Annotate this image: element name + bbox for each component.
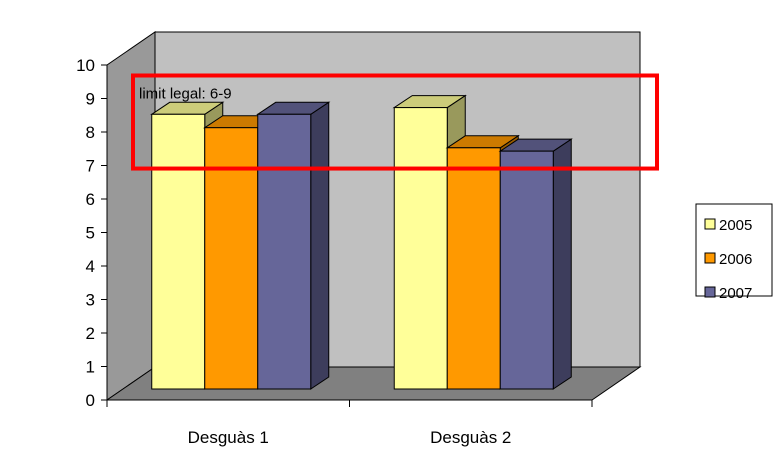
legend-label-2006: 2006 xyxy=(719,251,752,268)
y-tick-label: 4 xyxy=(86,257,95,276)
y-tick-label: 9 xyxy=(86,90,95,109)
bars xyxy=(150,94,573,390)
legend-label-2007: 2007 xyxy=(719,285,752,302)
bar-2006-1 xyxy=(204,127,259,390)
legend-swatch-2006 xyxy=(704,252,716,264)
y-tick-label: 2 xyxy=(86,324,95,343)
legend-swatch-2005 xyxy=(704,218,716,230)
x-axis: Desguàs 1 Desguàs 2 xyxy=(106,399,593,447)
y-tick-label: 3 xyxy=(86,291,95,310)
limit-text: limit legal: 6-9 xyxy=(139,86,232,103)
y-axis: 0 1 2 3 4 5 6 7 8 9 10 xyxy=(76,56,108,410)
legend-label-2005: 2005 xyxy=(719,217,752,234)
x-tick-label: Desguàs 2 xyxy=(430,428,511,447)
bar-2005-2 xyxy=(393,107,448,390)
bar-side-2007-2 xyxy=(552,138,572,390)
bar-2007-2 xyxy=(499,150,554,390)
legend: 2005 2006 2007 xyxy=(695,203,773,302)
y-tick-label: 0 xyxy=(86,391,95,410)
x-tick-label: Desguàs 1 xyxy=(188,428,269,447)
y-tick-label: 7 xyxy=(86,157,95,176)
y-tick-label: 8 xyxy=(86,123,95,142)
legend-swatch-2007 xyxy=(704,286,716,298)
limit-box xyxy=(131,73,659,171)
y-tick-label: 6 xyxy=(86,190,95,209)
bar-2005-1 xyxy=(151,113,206,390)
y-tick-label: 5 xyxy=(86,224,95,243)
bar-side-2007-1 xyxy=(310,101,330,390)
limit-annotation: limit legal: 6-9 xyxy=(131,73,659,171)
bar-2006-2 xyxy=(446,147,501,390)
y-tick-label: 10 xyxy=(76,56,95,75)
bar-2007-1 xyxy=(257,113,312,390)
y-tick-label: 1 xyxy=(86,358,95,377)
